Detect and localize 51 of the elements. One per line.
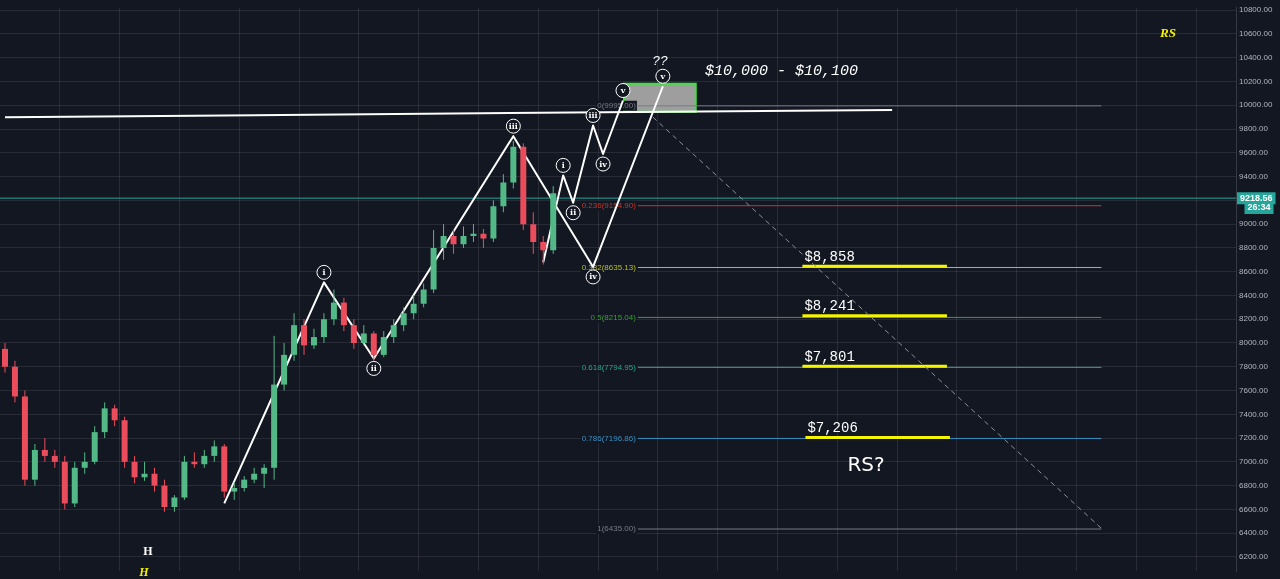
ref-line-label: 0.618(7794.95) bbox=[581, 362, 637, 372]
y-tick-label: 9000.00 bbox=[1239, 219, 1269, 229]
y-tick-label: 8200.00 bbox=[1239, 314, 1269, 324]
y-tick-label: 7800.00 bbox=[1239, 361, 1269, 371]
annotation: RS? bbox=[847, 452, 885, 477]
y-tick-label: 10000.00 bbox=[1239, 100, 1273, 110]
y-tick-label: 10800.00 bbox=[1239, 5, 1273, 15]
data-label: i bbox=[561, 159, 565, 170]
y-tick-label: 6200.00 bbox=[1239, 552, 1269, 562]
ref-line-label: 0.786(7196.86) bbox=[581, 433, 637, 443]
annotation: H bbox=[138, 565, 150, 579]
text: 26:34 bbox=[1247, 202, 1271, 213]
y-tick-label: 10400.00 bbox=[1239, 52, 1273, 62]
y-tick-label: 10600.00 bbox=[1239, 29, 1273, 39]
y-tick-label: 9800.00 bbox=[1239, 124, 1269, 134]
data-label: ii bbox=[370, 363, 377, 374]
y-tick-label: 10200.00 bbox=[1239, 76, 1273, 86]
data-label: iv bbox=[589, 271, 598, 282]
annotation: $8,858 bbox=[804, 249, 855, 266]
data-label: v bbox=[659, 70, 666, 81]
y-tick-label: 6800.00 bbox=[1239, 480, 1269, 490]
annotation: $8,241 bbox=[804, 298, 855, 315]
data-label: v bbox=[619, 85, 626, 96]
data-label: iv bbox=[599, 158, 608, 169]
y-tick-label: 8600.00 bbox=[1239, 266, 1269, 276]
annotation: $10,000 - $10,100 bbox=[705, 62, 859, 80]
annotation: ?? bbox=[652, 54, 668, 70]
candlestick bbox=[231, 481, 238, 501]
ref-line-label: 0.5(8215.04) bbox=[590, 312, 637, 322]
y-tick-label: 8000.00 bbox=[1239, 338, 1269, 348]
data-label: i bbox=[322, 266, 326, 277]
y-tick-label: 8800.00 bbox=[1239, 243, 1269, 253]
y-tick-label: 6600.00 bbox=[1239, 504, 1269, 514]
y-tick-label: 8400.00 bbox=[1239, 290, 1269, 300]
y-tick-label: 7000.00 bbox=[1239, 457, 1269, 467]
ref-line-label: 1(6435.00) bbox=[597, 524, 637, 534]
annotation: $7,206 bbox=[807, 420, 858, 437]
data-label: iii bbox=[588, 110, 598, 121]
annotation: $7,801 bbox=[804, 348, 855, 365]
y-tick-label: 9600.00 bbox=[1239, 148, 1269, 158]
ref-line-label: 9218.56 bbox=[1240, 192, 1273, 203]
data-label: ii bbox=[570, 207, 577, 218]
annotation: RS bbox=[1159, 25, 1176, 41]
annotation: H bbox=[143, 544, 154, 559]
y-tick-label: 7200.00 bbox=[1239, 433, 1269, 443]
y-tick-label: 7600.00 bbox=[1239, 385, 1269, 395]
ref-line-label: 0.382(8635.13) bbox=[581, 262, 637, 272]
y-tick-label: 9400.00 bbox=[1239, 171, 1269, 181]
y-tick-label: 7400.00 bbox=[1239, 409, 1269, 419]
y-tick-label: 6400.00 bbox=[1239, 528, 1269, 538]
data-label: iii bbox=[508, 120, 518, 131]
